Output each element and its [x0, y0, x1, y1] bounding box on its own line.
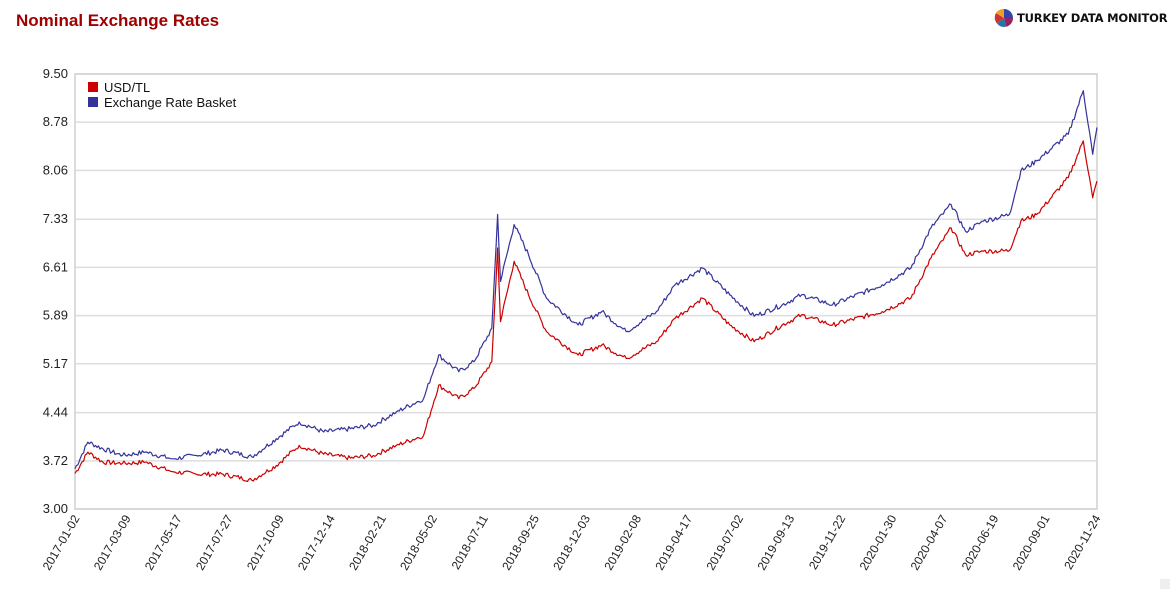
chart-title: Nominal Exchange Rates	[16, 11, 220, 30]
pie-logo-icon	[994, 8, 1014, 27]
legend-swatch-usd-tl	[88, 82, 98, 92]
x-tick-label: 2017-03-09	[91, 512, 134, 572]
x-tick-label: 2020-01-30	[857, 512, 900, 572]
x-tick-label: 2017-01-02	[40, 512, 83, 572]
legend: USD/TL Exchange Rate Basket	[88, 80, 237, 110]
x-tick-label: 2020-04-07	[908, 512, 951, 572]
brand-logo: TURKEY DATA MONITOR	[994, 8, 1168, 28]
series-lines	[74, 90, 1098, 483]
y-tick-label: 3.00	[43, 501, 68, 516]
x-tick-label: 2017-07-27	[193, 512, 236, 572]
series-line-basket	[74, 90, 1098, 470]
legend-label-usd-tl: USD/TL	[104, 80, 150, 95]
x-tick-label: 2018-12-03	[550, 512, 593, 572]
y-tick-label: 5.17	[43, 356, 68, 371]
x-tick-label: 2020-06-19	[959, 512, 1002, 572]
x-tick-label: 2019-04-17	[652, 512, 695, 572]
plot-area-border	[74, 73, 1098, 510]
x-tick-label: 2019-11-22	[806, 512, 849, 572]
y-tick-label: 9.50	[43, 66, 68, 81]
x-tick-label: 2020-09-01	[1010, 512, 1053, 572]
x-tick-label: 2019-02-08	[601, 512, 644, 572]
legend-label-basket: Exchange Rate Basket	[104, 95, 237, 110]
y-tick-label: 4.44	[43, 405, 68, 420]
x-tick-label: 2018-02-21	[346, 512, 389, 572]
legend-swatch-basket	[88, 97, 98, 107]
x-tick-label: 2017-05-17	[142, 512, 185, 572]
x-tick-label: 2019-09-13	[754, 512, 797, 572]
y-tick-label: 7.33	[43, 211, 68, 226]
y-tick-label: 5.89	[43, 308, 68, 323]
resize-corner	[1160, 579, 1170, 589]
y-tick-label: 8.06	[43, 162, 68, 177]
x-axis-ticks: 2017-01-02 2017-03-09 2017-05-17 2017-07-27…	[40, 512, 1104, 572]
series-line-usd-tl	[74, 140, 1098, 483]
x-tick-label: 2019-07-02	[703, 512, 746, 572]
x-tick-label: 2017-12-14	[295, 512, 338, 572]
y-tick-label: 3.72	[43, 453, 68, 468]
x-tick-label: 2018-09-25	[499, 512, 542, 572]
x-tick-label: 2018-07-11	[449, 512, 492, 572]
brand-name: TURKEY DATA MONITOR	[1017, 11, 1168, 25]
y-tick-label: 8.78	[43, 114, 68, 129]
x-tick-label: 2017-10-09	[244, 512, 287, 572]
y-axis-ticks: 3.00 3.72 4.44 5.17 5.89 6.61 7.33 8.06 8.78 9.50	[43, 66, 68, 516]
x-tick-label: 2018-05-02	[397, 512, 440, 572]
gridlines	[75, 73, 1097, 510]
x-tick-label: 2020-11-24	[1061, 512, 1104, 572]
y-tick-label: 6.61	[43, 259, 68, 274]
